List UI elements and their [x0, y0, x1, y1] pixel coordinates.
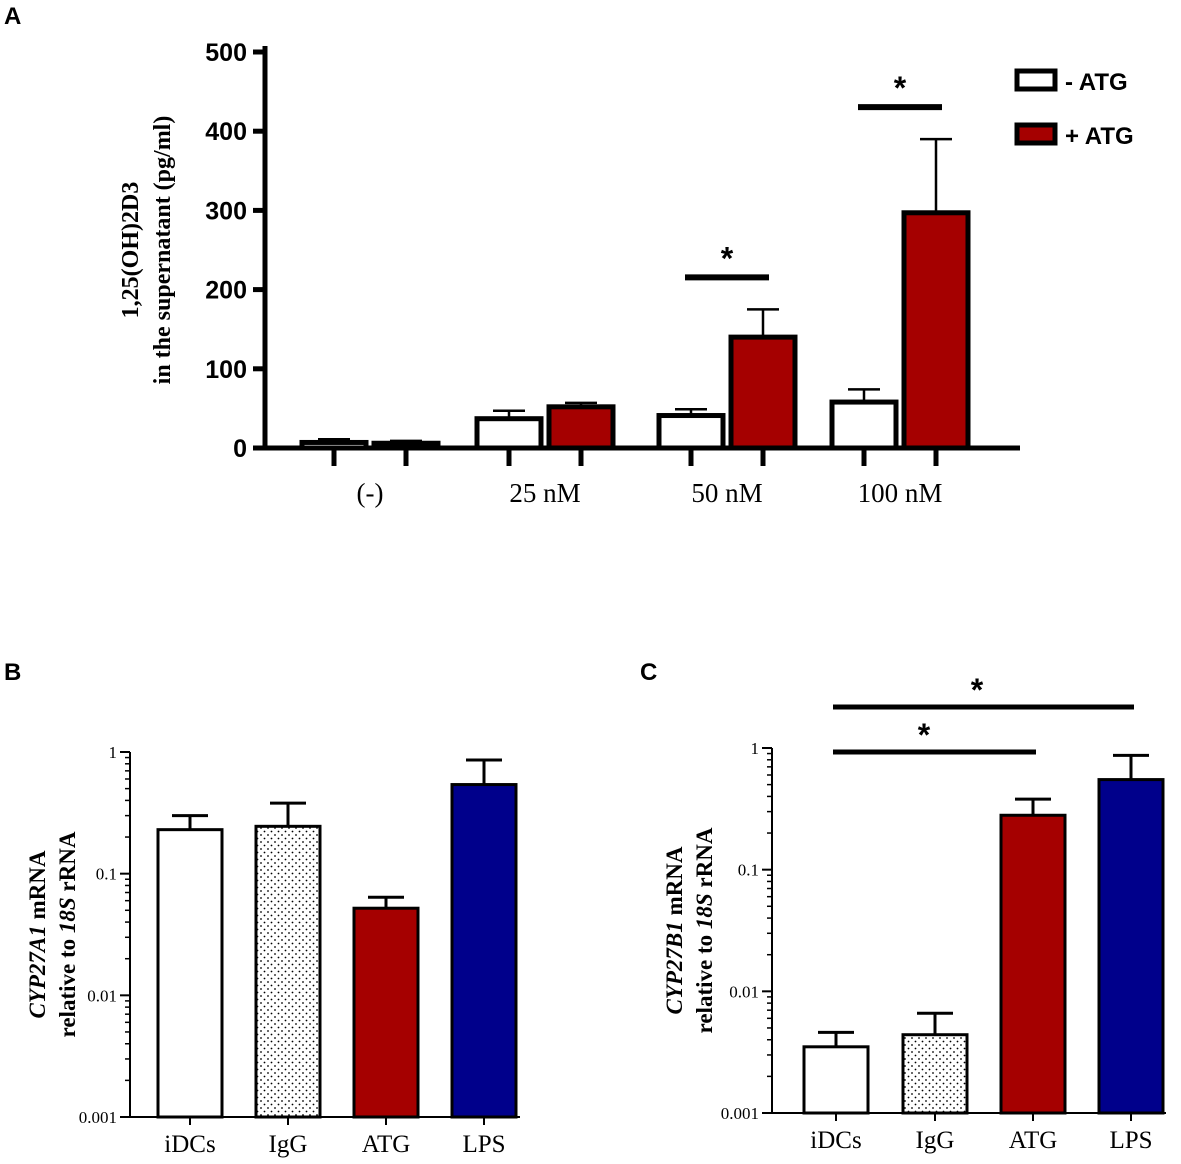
y-tick-label-a: 100 [205, 356, 247, 384]
bar-idcs-b [156, 828, 224, 1119]
y-axis-label-c-line2: relative to 18S rRNA [692, 827, 717, 1033]
y-tick-label-c: 0.1 [738, 861, 759, 880]
x-tick-label-a: (-) [357, 478, 384, 508]
bar-plus-atg [728, 334, 798, 451]
legend-minus-atg-label: - ATG [1065, 69, 1128, 96]
x-tick-label-c: ATG [1009, 1127, 1058, 1154]
panel-c: C CYP27B1 mRNArelative to 18S rRNA 0.001 0… [640, 659, 1166, 1154]
bar-lps-b [450, 783, 518, 1119]
y-tick-label-a: 0 [233, 435, 247, 463]
panel-a: A - ATG + ATG 1,25(OH)2D3 in the supernat… [4, 3, 1134, 508]
y-axis-label-a: 1,25(OH)2D3 in the supernatant (pg/ml) [118, 116, 176, 385]
significance-star-a: * [721, 240, 734, 276]
y-axis-label-c: CYP27B1 mRNArelative to 18S rRNA [662, 827, 717, 1033]
y-tick-label-c: 0.001 [721, 1104, 759, 1123]
x-tick-label-b: ATG [362, 1131, 411, 1158]
x-tick-label-a: 100 nM [858, 478, 943, 508]
x-tick-label-b: LPS [462, 1131, 505, 1158]
y-tick-label-b: 1 [109, 743, 118, 762]
x-tick-label-a: 25 nM [509, 478, 580, 508]
panel-b-letter: B [4, 659, 21, 686]
bar-plus-atg [371, 440, 441, 451]
y-axis-label-a-line1: 1,25(OH)2D3 [118, 182, 144, 319]
panel-b: B CYP27A1 mRNArelative to 18S rRNA 0.001 0… [4, 659, 520, 1158]
panel-a-letter: A [4, 3, 21, 30]
bar-plus-atg [546, 404, 616, 451]
y-axis-label-c-line1: CYP27B1 mRNA [662, 846, 687, 1014]
y-axis-label-a-line2: in the supernatant (pg/ml) [150, 116, 176, 385]
x-tick-label-b: IgG [269, 1131, 308, 1158]
bar-atg-b [352, 906, 420, 1119]
y-tick-label-a: 500 [205, 39, 247, 67]
y-tick-label-b: 0.01 [87, 986, 117, 1005]
bar-atg-c [999, 813, 1067, 1115]
significance-star-c: * [918, 717, 931, 753]
y-axis-label-b: CYP27A1 mRNArelative to 18S rRNA [25, 831, 80, 1037]
x-tick-label-b: iDCs [164, 1131, 215, 1158]
bar-plus-atg [901, 210, 971, 451]
y-axis-label-b-line2: relative to 18S rRNA [55, 831, 80, 1037]
legend-plus-atg-swatch [1014, 122, 1058, 146]
bar-lps-c [1097, 778, 1165, 1115]
y-tick-label-c: 0.01 [729, 982, 759, 1001]
bar-minus-atg [299, 439, 369, 451]
bar-minus-atg [656, 413, 726, 451]
legend-minus-atg-swatch [1014, 68, 1058, 92]
legend-plus-atg-label: + ATG [1065, 123, 1134, 150]
panel-c-letter: C [640, 659, 657, 686]
bar-igg-c [901, 1033, 969, 1115]
bar-minus-atg [474, 416, 544, 451]
x-tick-label-c: LPS [1109, 1127, 1152, 1154]
y-tick-label-b: 0.1 [96, 865, 117, 884]
y-tick-label-a: 400 [205, 118, 247, 146]
y-tick-label-b: 0.001 [79, 1108, 117, 1127]
bar-idcs-c [802, 1045, 870, 1115]
bar-igg-b [254, 824, 322, 1119]
significance-star-c: * [971, 672, 984, 708]
y-tick-label-a: 200 [205, 277, 247, 305]
significance-star-a: * [894, 70, 907, 106]
y-tick-label-c: 1 [751, 739, 760, 758]
x-tick-label-c: IgG [916, 1127, 955, 1154]
x-tick-label-a: 50 nM [691, 478, 762, 508]
y-axis-label-b-line1: CYP27A1 mRNA [25, 850, 50, 1018]
bar-minus-atg [829, 399, 899, 451]
y-tick-label-a: 300 [205, 197, 247, 225]
x-tick-label-c: iDCs [810, 1127, 861, 1154]
